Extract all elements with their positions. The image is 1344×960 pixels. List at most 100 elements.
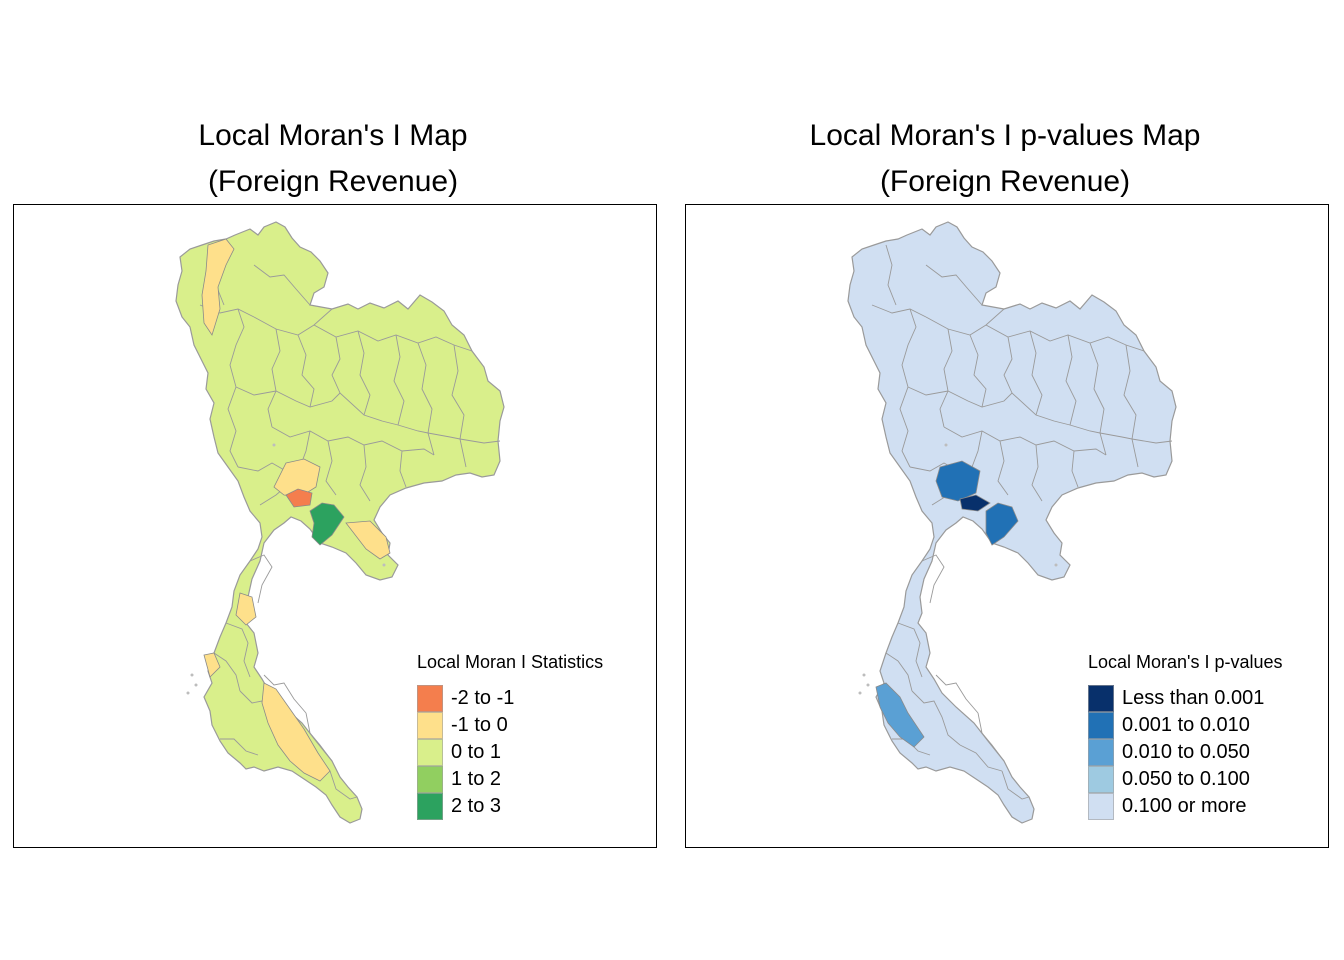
province-border: [901, 308, 917, 388]
province-border: [271, 426, 435, 456]
legend-item: 0 to 1: [417, 739, 501, 766]
island: [866, 683, 870, 687]
province-border: [997, 440, 1009, 496]
island: [190, 673, 194, 677]
province-border: [1071, 450, 1079, 488]
legend-label: 2 to 3: [451, 795, 502, 817]
province-border: [451, 344, 467, 468]
legend-swatch: [1088, 685, 1114, 712]
province-border: [899, 386, 911, 468]
province-highlight: [285, 488, 313, 508]
province-border: [229, 308, 245, 388]
province-border: [885, 244, 897, 306]
legend-label: 1 to 2: [451, 768, 502, 790]
province-highlight: [875, 682, 925, 748]
province-border: [1029, 330, 1043, 416]
province-border: [1123, 344, 1139, 468]
island: [944, 443, 948, 447]
legend-label: Less than 0.001: [1122, 687, 1265, 709]
province-border: [235, 386, 501, 444]
island: [382, 563, 386, 567]
province-border: [935, 674, 979, 714]
legend-label: 0.100 or more: [1122, 795, 1247, 817]
island: [194, 683, 198, 687]
province-highlight: [309, 502, 345, 546]
legend-swatch: [1088, 712, 1114, 739]
legend-item: -2 to -1: [417, 685, 514, 712]
legend-swatch: [417, 739, 443, 766]
province-border: [253, 264, 311, 306]
province-highlight: [235, 592, 257, 626]
thailand-map: [175, 221, 505, 824]
province-border: [921, 554, 945, 604]
province-border: [220, 738, 259, 756]
legend-swatch: [1088, 766, 1114, 793]
legend-label: 0.050 to 0.100: [1122, 768, 1250, 790]
province-border: [907, 386, 1173, 444]
legend-swatch: [417, 712, 443, 739]
legend-item: -1 to 0: [417, 712, 508, 739]
province-border: [939, 328, 953, 428]
legend-swatch: [1088, 793, 1114, 820]
island: [272, 443, 276, 447]
island: [858, 691, 862, 695]
province-border: [329, 770, 358, 800]
province-border: [1089, 342, 1107, 456]
province-highlight: [345, 520, 391, 560]
island: [186, 691, 190, 695]
legend-label: -1 to 0: [451, 714, 508, 736]
map-title-line-2: (Foreign Revenue): [879, 165, 1131, 198]
map-title-line-1: Local Moran's I p-values Map: [809, 119, 1201, 152]
province-border: [1065, 334, 1077, 426]
province-border: [393, 334, 405, 426]
legend-item: 0.001 to 0.010: [1088, 712, 1250, 739]
legend-item: 2 to 3: [417, 793, 501, 820]
legend-swatch: [417, 685, 443, 712]
legend-swatch: [417, 766, 443, 793]
legend-label: 0.001 to 0.010: [1122, 714, 1250, 736]
legend-item: 0.050 to 0.100: [1088, 766, 1250, 793]
province-border: [399, 450, 407, 488]
legend-label: 0 to 1: [451, 741, 502, 763]
province-border: [359, 444, 371, 502]
province-border: [1031, 444, 1043, 502]
province-border: [911, 690, 961, 746]
legend-title: Local Moran's I p-values: [1088, 652, 1283, 672]
province-border: [213, 652, 241, 692]
legend-item: 0.100 or more: [1088, 793, 1247, 820]
map-frame: Local Moran I Statistics -2 to -1 -1 to 0…: [13, 204, 657, 848]
province-borders: [199, 244, 501, 800]
province-highlight: [985, 502, 1019, 546]
highlighted-provinces: [875, 460, 1019, 748]
island: [862, 673, 866, 677]
province-border: [897, 622, 923, 678]
legend-item: 0.010 to 0.050: [1088, 739, 1250, 766]
legend-swatch: [1088, 739, 1114, 766]
map-legend: Local Moran's I p-values Less than 0.001…: [1088, 651, 1283, 820]
map-frame: Local Moran's I p-values Less than 0.001…: [685, 204, 1329, 848]
province-borders: [871, 244, 1173, 800]
province-highlight: [261, 682, 331, 782]
province-border: [297, 334, 315, 408]
legend-item: 1 to 2: [417, 766, 501, 793]
province-border: [325, 440, 337, 496]
province-border: [885, 652, 913, 692]
province-highlight: [201, 238, 235, 336]
province-border: [925, 264, 983, 306]
legend-title: Local Moran I Statistics: [417, 652, 604, 672]
map-title-line-2: (Foreign Revenue): [207, 165, 459, 198]
province-border: [267, 328, 281, 428]
highlighted-provinces: [201, 238, 391, 782]
island: [1054, 563, 1058, 567]
map-title-line-1: Local Moran's I Map: [198, 119, 468, 152]
province-border: [969, 334, 987, 408]
province-border: [1001, 770, 1030, 800]
map-legend: Local Moran I Statistics -2 to -1 -1 to 0…: [417, 651, 604, 820]
province-border: [331, 336, 341, 394]
province-border: [225, 622, 251, 678]
thailand-map: [847, 221, 1177, 824]
province-highlight: [959, 494, 991, 512]
legend-label: -2 to -1: [451, 687, 515, 709]
province-border: [871, 304, 927, 318]
province-border: [227, 386, 239, 468]
